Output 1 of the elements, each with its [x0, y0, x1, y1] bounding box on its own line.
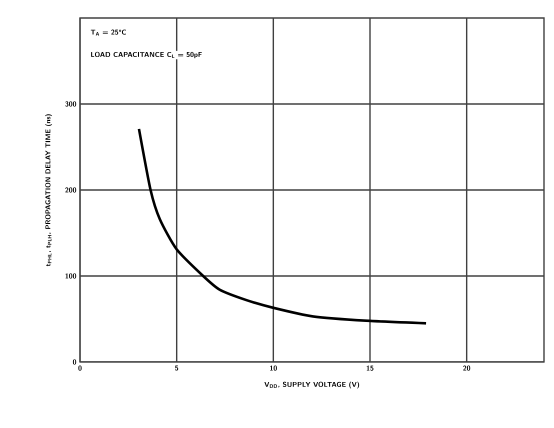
line-series [138, 128, 428, 325]
